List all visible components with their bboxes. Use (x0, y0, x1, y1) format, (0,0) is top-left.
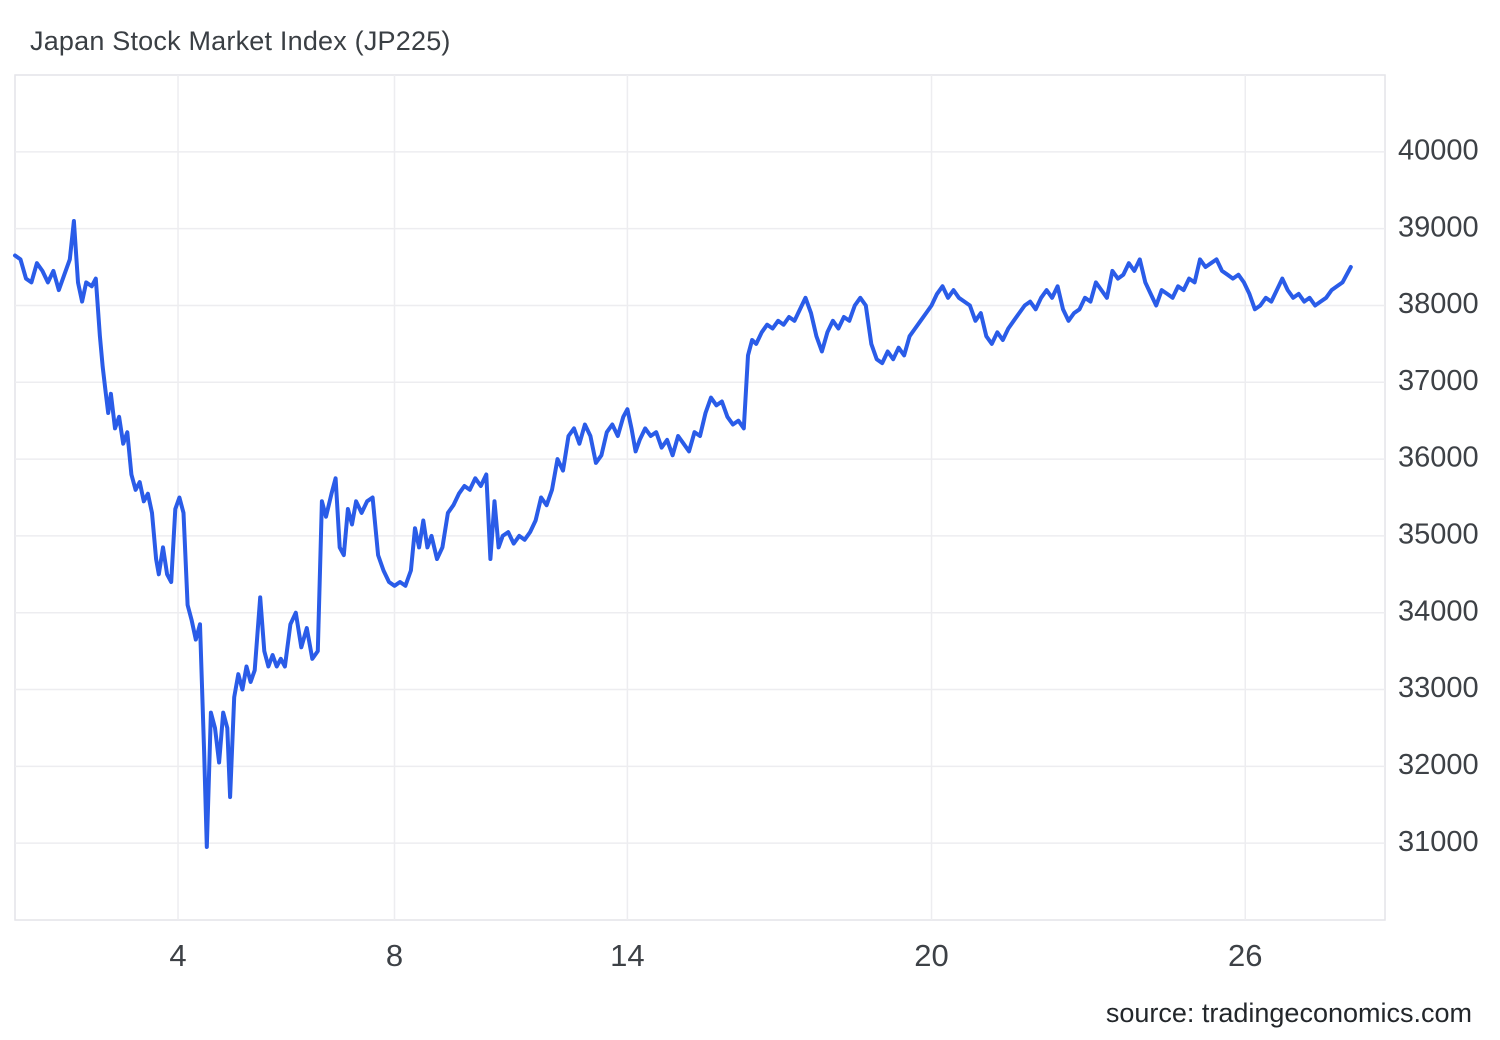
y-axis-tick-label: 32000 (1398, 749, 1479, 781)
y-axis-tick-label: 35000 (1398, 519, 1479, 551)
chart-title: Japan Stock Market Index (JP225) (30, 26, 451, 56)
y-axis-tick-label: 40000 (1398, 134, 1479, 166)
y-axis-tick-label: 39000 (1398, 211, 1479, 243)
y-axis-tick-label: 36000 (1398, 442, 1479, 474)
y-axis-tick-label: 38000 (1398, 288, 1479, 320)
y-axis-tick-label: 33000 (1398, 672, 1479, 704)
plot-area (14, 74, 1386, 921)
series-line-jp225 (13, 219, 1353, 849)
y-axis-tick-label: 37000 (1398, 365, 1479, 397)
y-axis-tick-label: 31000 (1398, 826, 1479, 858)
x-axis-tick-label: 14 (610, 938, 644, 973)
source-attribution: source: tradingeconomics.com (1105, 998, 1472, 1028)
y-axis-tick-label: 34000 (1398, 595, 1479, 627)
x-axis-tick-label: 4 (169, 938, 186, 973)
x-axis-tick-label: 8 (386, 938, 403, 973)
x-axis-tick-label: 26 (1228, 938, 1262, 973)
x-axis-tick-label: 20 (914, 938, 948, 973)
